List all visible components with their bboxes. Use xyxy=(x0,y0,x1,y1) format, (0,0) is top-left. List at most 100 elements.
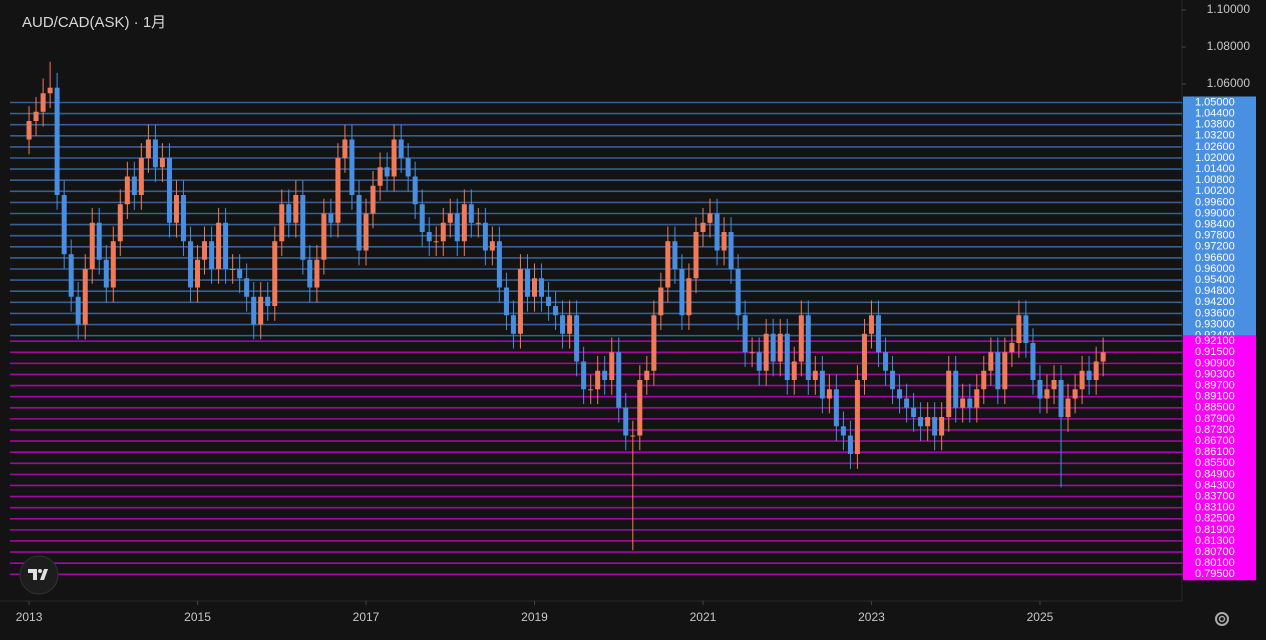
level-badge xyxy=(1183,568,1256,581)
candle-body xyxy=(763,333,769,371)
candle-body xyxy=(981,370,987,390)
candle-body xyxy=(244,278,250,297)
candle-body xyxy=(932,417,938,436)
level-label: 0.89700 xyxy=(1195,379,1235,391)
level-badge xyxy=(1183,479,1256,492)
level-label: 0.90900 xyxy=(1195,357,1235,369)
candle-body xyxy=(1086,370,1092,381)
level-badge xyxy=(1183,490,1256,503)
level-badge xyxy=(1183,196,1256,209)
candle-body xyxy=(546,296,552,307)
candle-body xyxy=(223,222,229,270)
candle-body xyxy=(946,370,952,418)
candle-body xyxy=(890,370,896,390)
candle-body xyxy=(209,241,215,270)
candle-body xyxy=(166,158,172,223)
candle-body xyxy=(728,232,734,270)
candle-body xyxy=(195,259,201,288)
candle-body xyxy=(349,139,355,196)
candle-body xyxy=(679,269,685,316)
settings-icon[interactable] xyxy=(1215,612,1229,626)
level-badge xyxy=(1183,412,1256,425)
candle-body xyxy=(995,352,1001,390)
x-tick-label: 2015 xyxy=(184,610,211,624)
candle-body xyxy=(1002,352,1008,390)
candle-body xyxy=(1044,389,1050,399)
candle-body xyxy=(405,158,411,177)
level-badge xyxy=(1183,534,1256,547)
candle-body xyxy=(1058,380,1064,418)
candle-body xyxy=(412,176,418,205)
level-label: 0.87300 xyxy=(1195,424,1235,436)
candle-body xyxy=(468,204,474,223)
candle-body xyxy=(1093,361,1099,381)
candle-body xyxy=(180,195,186,242)
candle-body xyxy=(124,176,130,205)
level-badge xyxy=(1183,457,1256,470)
level-badge xyxy=(1183,346,1256,359)
candle-body xyxy=(482,222,488,251)
y-tick-label: 1.08000 xyxy=(1207,39,1251,53)
level-badge xyxy=(1183,229,1256,242)
candle-body xyxy=(644,370,650,381)
level-badge xyxy=(1183,218,1256,231)
candle-body xyxy=(384,167,390,177)
level-badge xyxy=(1183,296,1256,309)
candle-body xyxy=(377,167,383,186)
level-label: 1.03800 xyxy=(1195,119,1235,131)
level-badge xyxy=(1183,251,1256,264)
level-badge xyxy=(1183,185,1256,198)
candle-body xyxy=(293,195,299,223)
level-label: 0.91500 xyxy=(1195,346,1235,358)
candle-body xyxy=(967,398,973,408)
candle-body xyxy=(693,232,699,279)
level-label: 0.86100 xyxy=(1195,446,1235,458)
candle-body xyxy=(489,241,495,251)
x-tick-label: 2019 xyxy=(521,610,548,624)
candle-body xyxy=(538,278,544,297)
level-badge xyxy=(1183,435,1256,448)
candle-body xyxy=(138,158,144,196)
candle-body xyxy=(988,352,994,371)
level-label: 0.96000 xyxy=(1195,263,1235,275)
candle-body xyxy=(328,213,334,223)
candle-body xyxy=(1037,380,1043,399)
candle-body xyxy=(791,361,797,381)
x-tick-label: 2017 xyxy=(353,610,380,624)
candle-body xyxy=(391,139,397,177)
candle-body xyxy=(925,417,931,427)
candle-body xyxy=(1030,343,1036,381)
level-label: 0.93000 xyxy=(1195,318,1235,330)
candle-body xyxy=(314,259,320,288)
level-label: 0.80700 xyxy=(1195,546,1235,558)
level-label: 0.83100 xyxy=(1195,502,1235,514)
candle-body xyxy=(735,269,741,316)
level-badge xyxy=(1183,207,1256,220)
level-label: 1.02600 xyxy=(1195,141,1235,153)
candle-body xyxy=(742,315,748,353)
level-label: 1.00200 xyxy=(1195,185,1235,197)
candle-body xyxy=(616,352,622,408)
level-label: 1.04400 xyxy=(1195,108,1235,120)
candle-body xyxy=(819,370,825,399)
candle-body xyxy=(26,120,32,140)
candle-body xyxy=(883,352,889,371)
level-label: 1.05000 xyxy=(1195,96,1235,108)
level-badge xyxy=(1183,335,1256,348)
candle-body xyxy=(363,213,369,251)
candle-body xyxy=(356,195,362,251)
level-badge xyxy=(1183,357,1256,370)
tradingview-logo[interactable] xyxy=(19,555,59,595)
level-label: 0.85500 xyxy=(1195,457,1235,469)
candle-body xyxy=(658,287,664,316)
plot: 1.10000 1.08000 1.06000 2013 2015 2017 2019 202… xyxy=(10,2,1250,624)
candle-body xyxy=(574,315,580,362)
candle-body xyxy=(686,278,692,316)
level-label: 0.94200 xyxy=(1195,296,1235,308)
candle-body xyxy=(321,213,327,260)
level-badge xyxy=(1183,240,1256,253)
candle-body xyxy=(623,407,629,436)
candle-body xyxy=(496,241,502,288)
level-badge xyxy=(1183,523,1256,536)
candle-body xyxy=(82,269,88,325)
